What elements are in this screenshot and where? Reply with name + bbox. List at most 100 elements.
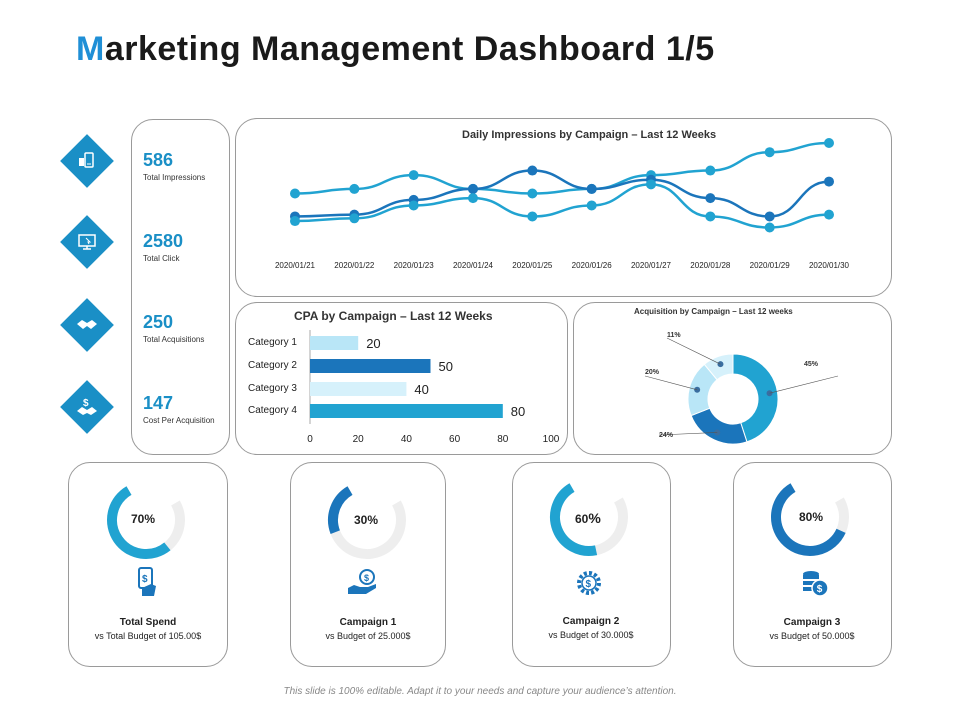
- svg-text:$: $: [817, 584, 823, 595]
- x-tick-label: 2020/01/26: [572, 261, 613, 270]
- pie-leader-1: [769, 375, 839, 394]
- x-tick-label: 2020/01/23: [394, 261, 435, 270]
- gauge-fill-1: [107, 486, 171, 559]
- handshake-icon: [60, 298, 114, 352]
- coins-icon: $: [800, 568, 830, 603]
- x-tick-label: 40: [401, 434, 413, 445]
- series-2-point-8: [705, 193, 716, 204]
- series-1-point-1: [290, 188, 300, 199]
- svg-text:$: $: [586, 579, 592, 590]
- card-campaign-2: [512, 462, 671, 667]
- bar-value-label: 50: [439, 359, 453, 374]
- pie-marker-1: [766, 390, 773, 397]
- series-3-point-3: [408, 200, 419, 211]
- gauge-pct-campaign-2: 60%: [575, 510, 601, 526]
- card-subtitle-campaign-2: vs Budget of 30.000$: [548, 630, 634, 640]
- series-3-point-6: [586, 200, 597, 211]
- kpi-value-cpa: 147: [143, 393, 174, 413]
- line-chart-panel: [235, 118, 892, 297]
- bar-value-label: 80: [511, 404, 525, 419]
- series-2-point-9: [764, 211, 775, 222]
- gauge-pct-sym-2: %: [588, 510, 601, 526]
- gauge-pct-num-2: 60: [575, 512, 589, 526]
- svg-text:$: $: [142, 574, 148, 585]
- series-1-point-8: [705, 165, 716, 176]
- gauge-fill-3: [550, 483, 598, 556]
- series-3-point-7: [646, 179, 656, 190]
- bar-4: [310, 404, 503, 418]
- bar-value-label: 20: [366, 336, 380, 351]
- series-1-point-3: [408, 170, 419, 181]
- card-title-total-spend: Total Spend: [119, 617, 177, 628]
- pie-label-4: 11%: [667, 332, 681, 339]
- dollar-hand-icon: $: [346, 568, 380, 603]
- mobile-devices-icon: [60, 134, 114, 188]
- gauge-pct-campaign-1: 30%: [354, 513, 378, 527]
- kpi-label-impressions: Total Impressions: [143, 173, 206, 182]
- card-title-campaign-2: Campaign 2: [562, 616, 620, 627]
- series-2-point-6: [586, 183, 597, 194]
- series-2-point-4: [468, 183, 478, 194]
- pie-leader-3: [644, 375, 698, 391]
- x-tick-label: 2020/01/30: [809, 261, 850, 270]
- pie-slice-1: [732, 353, 779, 443]
- card-title-campaign-1: Campaign 1: [339, 617, 397, 628]
- card-subtitle-campaign-1: vs Budget of 25.000$: [325, 631, 411, 641]
- monitor-click-icon: [60, 215, 114, 269]
- bar-category-3: Category 3: [248, 383, 297, 394]
- x-tick-label: 2020/01/24: [453, 261, 494, 270]
- bar-chart: 20 50 40 80 0 20 40 60 80 100: [307, 330, 560, 445]
- gauge-pct-campaign-3: 80%: [799, 510, 823, 524]
- series-1-point-10: [824, 138, 834, 149]
- gauge-pct-sym-1: %: [367, 513, 379, 527]
- series-2-point-5: [527, 165, 538, 176]
- x-tick-label: 2020/01/27: [631, 261, 672, 270]
- series-3-point-1: [290, 216, 300, 227]
- gauge-pct-sym-0: %: [144, 512, 156, 526]
- series-line-3: [294, 183, 830, 229]
- bar-3: [310, 382, 407, 396]
- line-chart-title: Daily Impressions by Campaign – Last 12 …: [462, 129, 717, 141]
- series-1-point-9: [764, 147, 775, 158]
- series-line-2: [294, 169, 830, 218]
- card-campaign-3: [733, 462, 892, 667]
- x-tick-label: 2020/01/28: [690, 261, 731, 270]
- card-campaign-1: [290, 462, 446, 667]
- bar-chart-title: CPA by Campaign – Last 12 Weeks: [294, 309, 493, 323]
- series-2-point-10: [824, 176, 834, 187]
- kpi-label-cpa: Cost Per Acquisition: [143, 416, 215, 425]
- bar-value-label: 40: [414, 382, 428, 397]
- dollar-phone-icon: $: [134, 566, 160, 605]
- series-line-1: [294, 141, 830, 195]
- kpi-label-clicks: Total Click: [143, 254, 180, 263]
- kpi-panel: [131, 119, 230, 455]
- gauge-pct-num-0: 70: [131, 512, 145, 526]
- series-3-point-2: [349, 213, 360, 224]
- title-initial: M: [76, 30, 105, 68]
- card-subtitle-campaign-3: vs Budget of 50.000$: [769, 631, 855, 641]
- x-tick-label: 2020/01/22: [334, 261, 375, 270]
- x-tick-label: 20: [353, 434, 365, 445]
- pie-label-3: 20%: [645, 369, 660, 376]
- donut-chart-title: Acquisition by Campaign – Last 12 weeks: [634, 307, 793, 316]
- pie-slice-4: [703, 353, 734, 381]
- series-1-point-2: [349, 183, 360, 194]
- x-tick-label: 2020/01/25: [512, 261, 553, 270]
- bar-2: [310, 359, 431, 373]
- card-subtitle-total-spend: vs Total Budget of 105.00$: [94, 631, 202, 641]
- pie-label-1: 45%: [804, 361, 819, 368]
- x-tick-label: 2020/01/29: [750, 261, 791, 270]
- gauge-fill-2: [328, 486, 353, 534]
- gauge-pct-total-spend: 70%: [131, 512, 155, 526]
- kpi-value-acquisitions: 250: [143, 312, 174, 332]
- x-tick-label: 80: [497, 434, 509, 445]
- bar-category-1: Category 1: [248, 337, 297, 348]
- page-title: Marketing Management Dashboard 1/5: [76, 30, 715, 69]
- svg-text:$: $: [364, 573, 369, 583]
- series-3-point-10: [824, 209, 834, 220]
- footer-note: This slide is 100% editable. Adapt it to…: [283, 686, 677, 697]
- series-1-point-5: [527, 188, 538, 199]
- kpi-value-impressions: 586: [143, 150, 174, 170]
- series-3-point-8: [705, 211, 716, 222]
